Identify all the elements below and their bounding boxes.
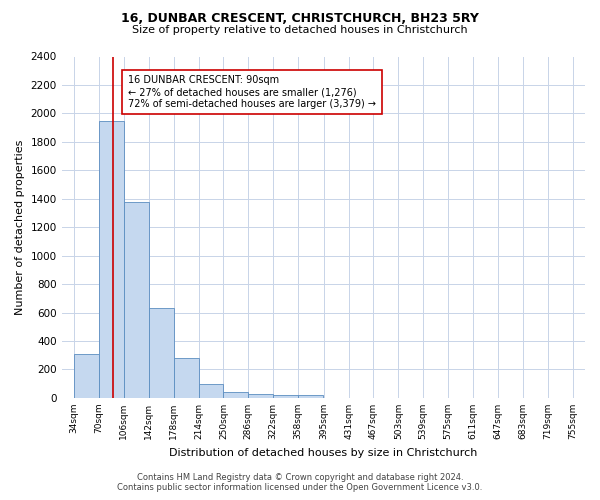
Bar [173,358,199,398]
Bar [248,394,273,398]
Y-axis label: Number of detached properties: Number of detached properties [15,140,25,315]
Bar [99,120,124,398]
Bar [199,384,223,398]
Bar [149,308,173,398]
Bar [273,395,298,398]
Text: 16 DUNBAR CRESCENT: 90sqm
← 27% of detached houses are smaller (1,276)
72% of se: 16 DUNBAR CRESCENT: 90sqm ← 27% of detac… [128,76,376,108]
Text: Contains HM Land Registry data © Crown copyright and database right 2024.
Contai: Contains HM Land Registry data © Crown c… [118,473,482,492]
X-axis label: Distribution of detached houses by size in Christchurch: Distribution of detached houses by size … [169,448,478,458]
Bar [74,354,99,398]
Text: 16, DUNBAR CRESCENT, CHRISTCHURCH, BH23 5RY: 16, DUNBAR CRESCENT, CHRISTCHURCH, BH23 … [121,12,479,26]
Bar [124,202,149,398]
Text: Size of property relative to detached houses in Christchurch: Size of property relative to detached ho… [132,25,468,35]
Bar [298,395,323,398]
Bar [223,392,248,398]
